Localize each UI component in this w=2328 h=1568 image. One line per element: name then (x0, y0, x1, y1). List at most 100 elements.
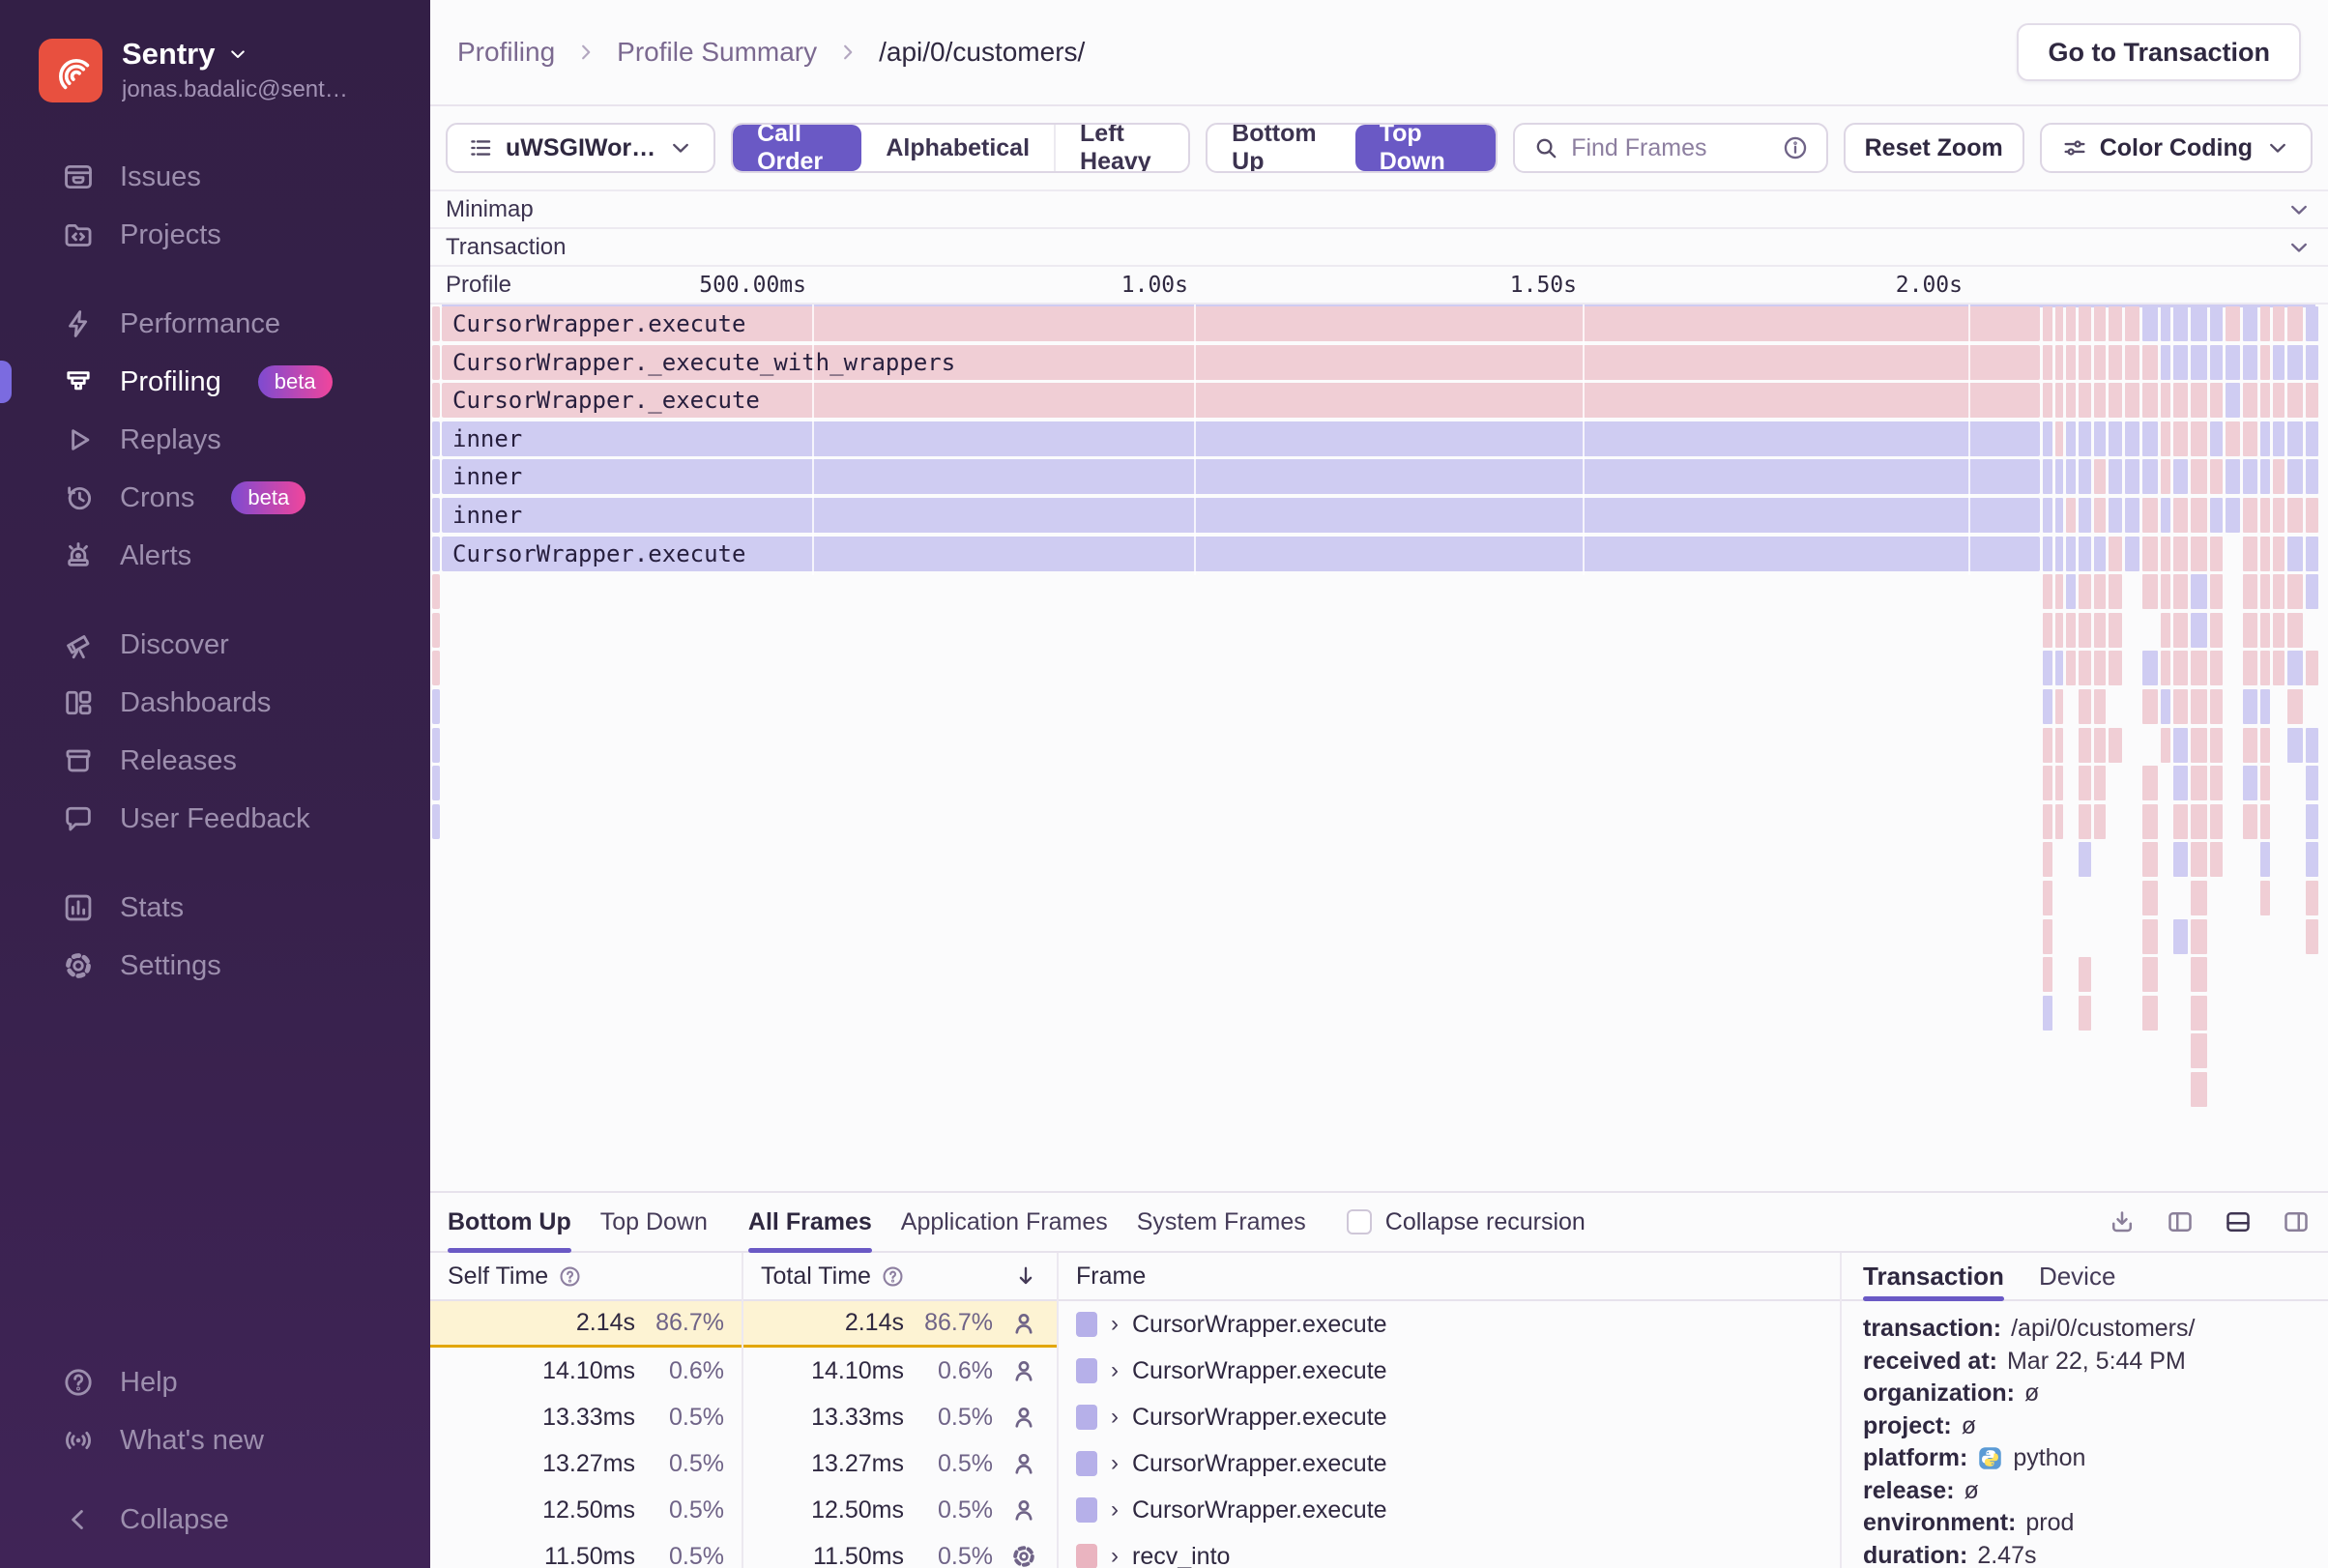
sidebar-item-replays[interactable]: Replays (0, 411, 430, 469)
flame-cluster-bar[interactable] (2259, 689, 2271, 724)
flame-cluster-bar[interactable] (2306, 651, 2319, 686)
flame-cluster-bar[interactable] (2242, 651, 2257, 686)
flame-frame-partial[interactable] (442, 305, 2315, 307)
flame-cluster-bar[interactable] (2079, 651, 2092, 686)
flame-cluster-bar[interactable] (2173, 421, 2189, 456)
flame-frame-sliver[interactable] (432, 574, 440, 610)
flame-cluster-bar[interactable] (2306, 383, 2319, 419)
sort-call-order[interactable]: Call Order (733, 125, 862, 171)
flame-frame-sliver[interactable] (432, 306, 440, 341)
total-time-cell[interactable]: 14.10ms 0.6% (743, 1348, 1057, 1394)
sort-descending-icon[interactable] (1012, 1263, 1039, 1290)
self-time-cell[interactable]: 13.27ms 0.5% (430, 1440, 742, 1487)
flame-frame-sliver[interactable] (432, 498, 440, 533)
total-time-cell[interactable]: 11.50ms 0.5% (743, 1533, 1057, 1568)
flame-cluster-bar[interactable] (2054, 689, 2063, 724)
flame-cluster-bar[interactable] (2108, 421, 2122, 456)
flame-cluster-bar[interactable] (2242, 766, 2257, 801)
flame-cluster-bar[interactable] (2054, 536, 2063, 571)
flame-cluster-bar[interactable] (2191, 727, 2208, 763)
sidebar-item-performance[interactable]: Performance (0, 295, 430, 353)
flame-cluster-bar[interactable] (2173, 536, 2189, 571)
flame-cluster-bar[interactable] (2079, 421, 2092, 456)
flame-cluster-bar[interactable] (2286, 574, 2304, 610)
flame-cluster-bar[interactable] (2142, 459, 2158, 495)
flame-cluster-bar[interactable] (2259, 536, 2271, 571)
tab-top-down[interactable]: Top Down (599, 1207, 708, 1235)
flame-cluster-bar[interactable] (2306, 344, 2319, 380)
flame-cluster-bar[interactable] (2273, 651, 2284, 686)
flame-cluster-bar[interactable] (2306, 803, 2319, 839)
flame-cluster-bar[interactable] (2306, 574, 2319, 610)
flame-cluster-bar[interactable] (2259, 766, 2271, 801)
flame-cluster-bar[interactable] (2079, 957, 2092, 993)
flame-cluster-bar[interactable] (2142, 766, 2158, 801)
flame-cluster-bar[interactable] (2079, 383, 2092, 419)
flame-cluster-bar[interactable] (2273, 344, 2284, 380)
flame-cluster-bar[interactable] (2259, 344, 2271, 380)
flame-cluster-bar[interactable] (2066, 421, 2077, 456)
flame-cluster-bar[interactable] (2306, 536, 2319, 571)
sidebar-item-issues[interactable]: Issues (0, 148, 430, 206)
flame-cluster-bar[interactable] (2142, 306, 2158, 341)
flame-cluster-bar[interactable] (2286, 306, 2304, 341)
flame-cluster-bar[interactable] (2242, 498, 2257, 533)
flame-cluster-bar[interactable] (2054, 803, 2063, 839)
flame-cluster-bar[interactable] (2142, 881, 2158, 915)
flame-cluster-bar[interactable] (2043, 957, 2052, 993)
flame-cluster-bar[interactable] (2286, 651, 2304, 686)
flame-cluster-bar[interactable] (2210, 612, 2223, 648)
flame-cluster-bar[interactable] (2286, 689, 2304, 724)
flame-cluster-bar[interactable] (2079, 689, 2092, 724)
flame-cluster-bar[interactable] (2273, 498, 2284, 533)
flame-cluster-bar[interactable] (2225, 344, 2240, 380)
collapse-recursion-toggle[interactable]: Collapse recursion (1346, 1208, 1586, 1236)
flame-cluster-bar[interactable] (2142, 536, 2158, 571)
frame-cell[interactable]: › CursorWrapper.execute (1059, 1487, 1840, 1533)
flame-cluster-bar[interactable] (2079, 612, 2092, 648)
flame-cluster-bar[interactable] (2043, 344, 2052, 380)
flame-cluster-bar[interactable] (2054, 344, 2063, 380)
flame-cluster-bar[interactable] (2079, 842, 2092, 878)
flame-cluster-bar[interactable] (2273, 383, 2284, 419)
org-switcher[interactable]: Sentry jonas.badalic@sent… (0, 0, 430, 103)
flame-cluster-bar[interactable] (2125, 306, 2140, 341)
flame-cluster-bar[interactable] (2108, 306, 2122, 341)
flame-cluster-bar[interactable] (2191, 1072, 2208, 1107)
flame-cluster-bar[interactable] (2160, 383, 2171, 419)
flame-cluster-bar[interactable] (2210, 842, 2223, 878)
flame-cluster-bar[interactable] (2094, 689, 2106, 724)
flame-cluster-bar[interactable] (2160, 727, 2171, 763)
tab-system-frames[interactable]: System Frames (1136, 1207, 1306, 1235)
flame-cluster-bar[interactable] (2043, 498, 2052, 533)
flame-cluster-bar[interactable] (2273, 306, 2284, 341)
flame-cluster-bar[interactable] (2286, 727, 2304, 763)
sort-alphabetical[interactable]: Alphabetical (886, 133, 1031, 161)
flame-cluster-bar[interactable] (2191, 803, 2208, 839)
flame-cluster-bar[interactable] (2191, 766, 2208, 801)
flame-cluster-bar[interactable] (2043, 766, 2052, 801)
flame-cluster-bar[interactable] (2173, 498, 2189, 533)
direction-top-down[interactable]: Top Down (1354, 125, 1497, 171)
flame-cluster-bar[interactable] (2094, 306, 2106, 341)
flame-cluster-bar[interactable] (2094, 651, 2106, 686)
frame-cell[interactable]: › recv_into (1059, 1533, 1840, 1568)
flame-cluster-bar[interactable] (2173, 344, 2189, 380)
flame-cluster-bar[interactable] (2306, 766, 2319, 801)
flame-cluster-bar[interactable] (2066, 459, 2077, 495)
expand-chevron-icon[interactable]: › (1111, 1450, 1119, 1476)
self-time-header[interactable]: Self Time (430, 1253, 742, 1301)
sidebar-item-what-s-new[interactable]: What's new (0, 1411, 430, 1469)
flame-cluster-bar[interactable] (2191, 498, 2208, 533)
flame-frame[interactable]: inner (442, 421, 2040, 456)
flame-cluster-bar[interactable] (2160, 344, 2171, 380)
flame-frame[interactable]: CursorWrapper.execute (442, 306, 2040, 341)
flame-cluster-bar[interactable] (2079, 727, 2092, 763)
flame-cluster-bar[interactable] (2273, 536, 2284, 571)
flame-cluster-bar[interactable] (2286, 498, 2304, 533)
flame-frame-sliver[interactable] (432, 612, 440, 648)
flame-cluster-bar[interactable] (2306, 881, 2319, 915)
flame-cluster-bar[interactable] (2173, 727, 2189, 763)
flame-cluster-bar[interactable] (2043, 459, 2052, 495)
flame-cluster-bar[interactable] (2125, 459, 2140, 495)
